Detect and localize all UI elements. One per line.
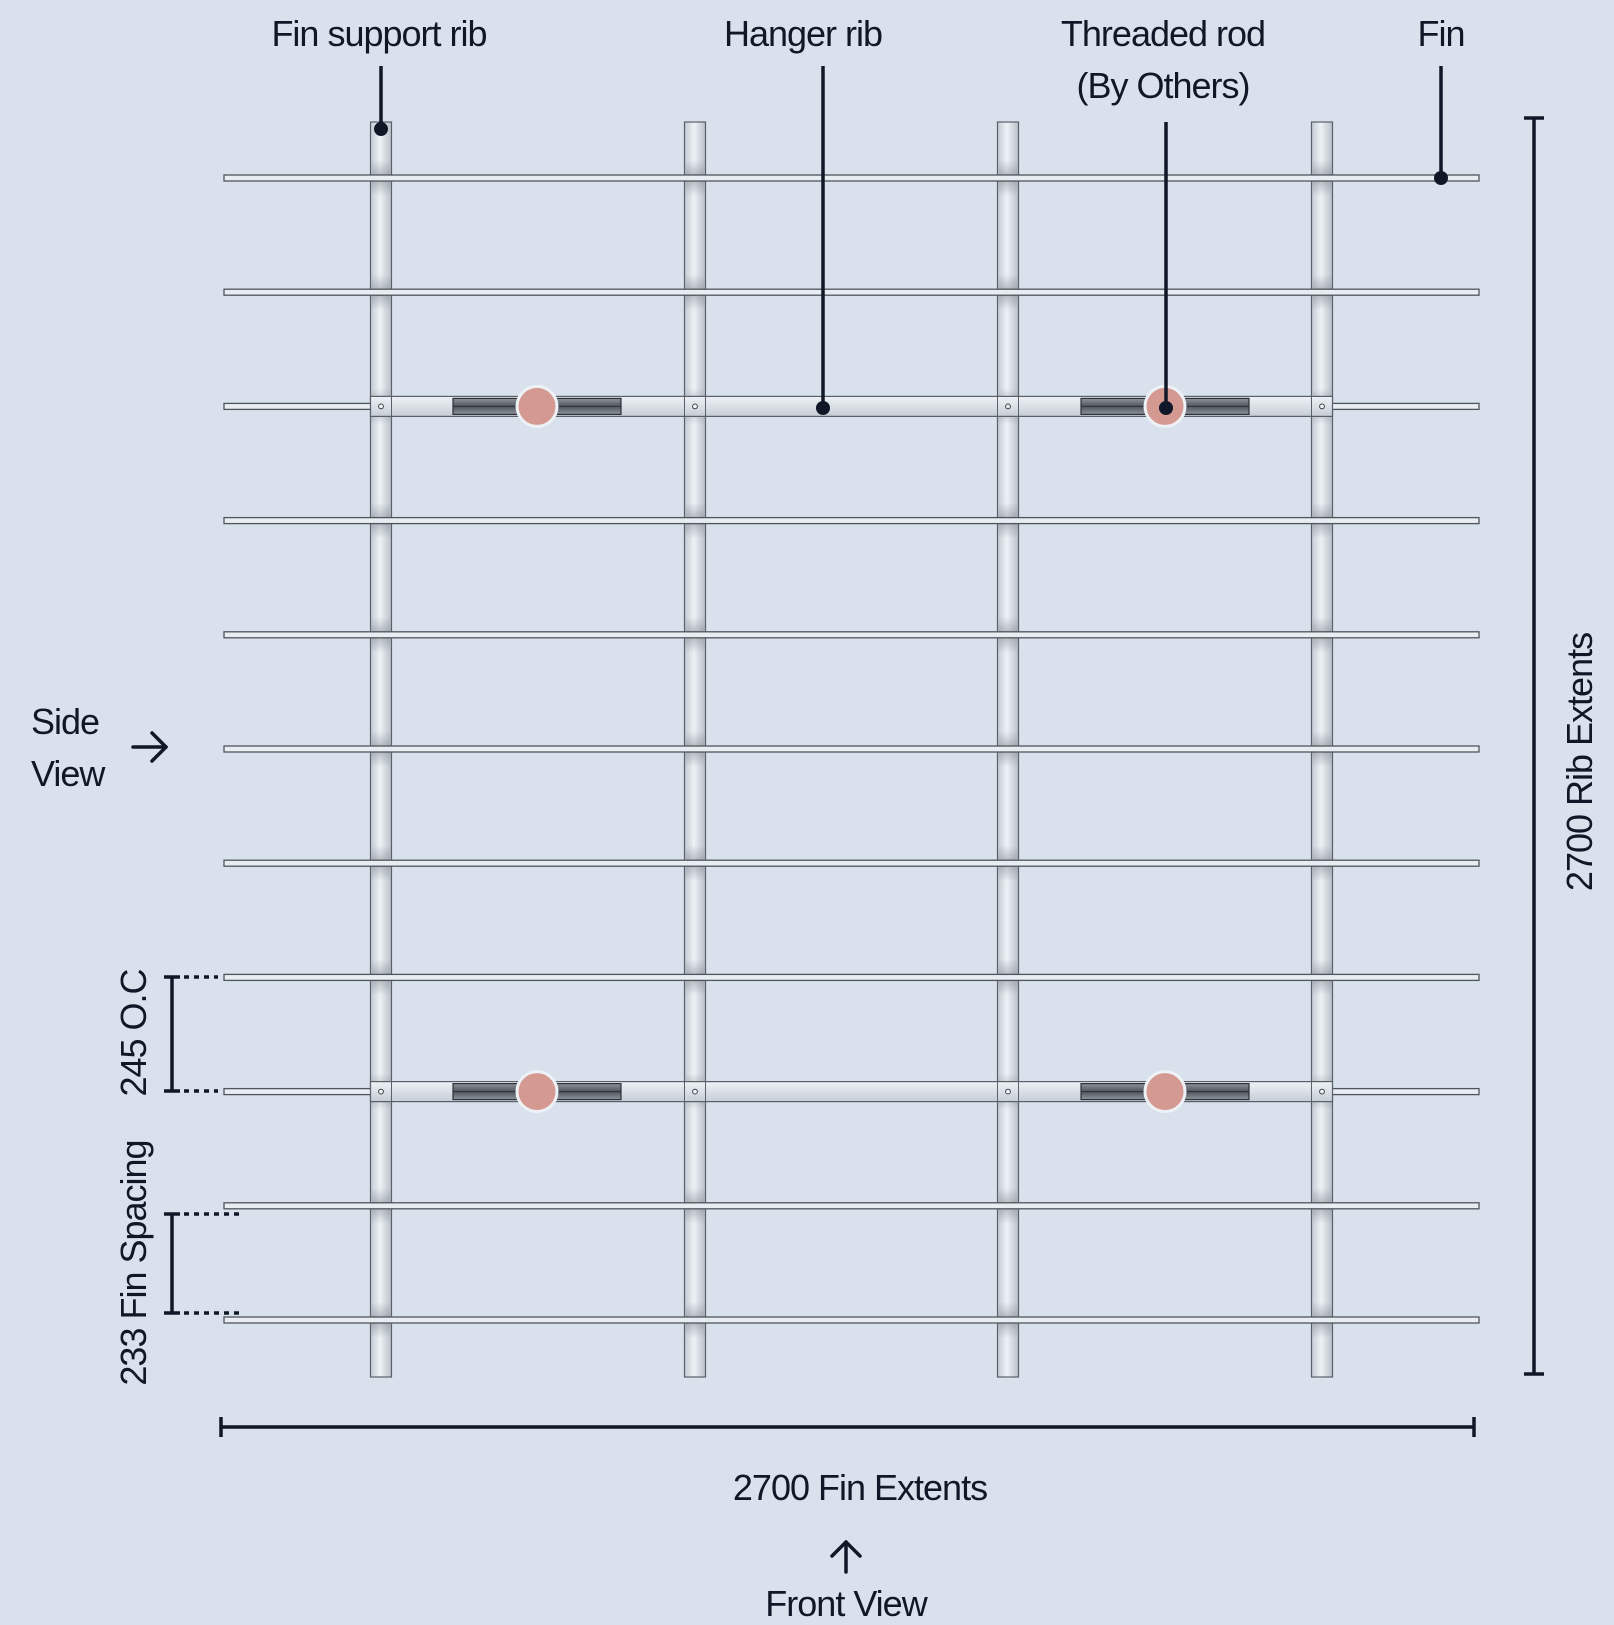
rivet-icon — [693, 404, 698, 409]
threaded-rod-label: Threaded rod — [1061, 13, 1265, 54]
rib-extents-label: 2700 Rib Extents — [1559, 633, 1600, 891]
fin — [224, 175, 1479, 181]
rivet-icon — [1320, 1089, 1325, 1094]
threaded-rod — [1145, 1072, 1185, 1112]
fin-support-rib-leader-dot — [374, 122, 388, 136]
arrow-up-icon — [832, 1542, 860, 1572]
side-view-label-line1: Side — [31, 701, 99, 742]
oc-spacing-label: 245 O.C — [113, 969, 154, 1096]
fin — [224, 746, 1479, 752]
fin-extents-dimension — [221, 1417, 1474, 1437]
rivet-icon — [379, 404, 384, 409]
threaded-rod — [517, 1072, 557, 1112]
fin-support-rib-label: Fin support rib — [271, 13, 486, 54]
callout-leaders — [374, 66, 1448, 415]
fins — [224, 160, 1479, 1338]
arrow-right-icon — [133, 733, 166, 761]
oc-spacing-dimension — [164, 977, 218, 1091]
rivet-icon — [1320, 404, 1325, 409]
fin — [224, 1203, 1479, 1209]
fin — [224, 632, 1479, 638]
front-view-label: Front View — [765, 1583, 928, 1624]
fin-label: Fin — [1417, 13, 1464, 54]
rib-extents-dimension — [1524, 118, 1544, 1374]
hanger-rib — [371, 1072, 1333, 1112]
threaded-rod-leader-dot — [1159, 401, 1173, 415]
hanger-rib-leader-dot — [816, 401, 830, 415]
fin-spacing-dimension — [164, 1214, 240, 1313]
hanger-rib-label: Hanger rib — [724, 13, 882, 54]
fin — [224, 289, 1479, 295]
threaded-rod-note-label: (By Others) — [1076, 65, 1249, 106]
fin — [224, 860, 1479, 866]
rivet-icon — [1006, 1089, 1011, 1094]
rivet-icon — [1006, 404, 1011, 409]
fin-leader-dot — [1434, 171, 1448, 185]
side-view-label-line2: View — [31, 753, 106, 794]
fin-extents-label: 2700 Fin Extents — [733, 1467, 987, 1508]
rivet-icon — [379, 1089, 384, 1094]
rivet-icon — [693, 1089, 698, 1094]
fin — [224, 1317, 1479, 1323]
hanger-rib — [371, 386, 1333, 426]
fin — [224, 974, 1479, 980]
fin-spacing-label: 233 Fin Spacing — [113, 1140, 154, 1385]
threaded-rod — [517, 386, 557, 426]
fin — [224, 518, 1479, 524]
